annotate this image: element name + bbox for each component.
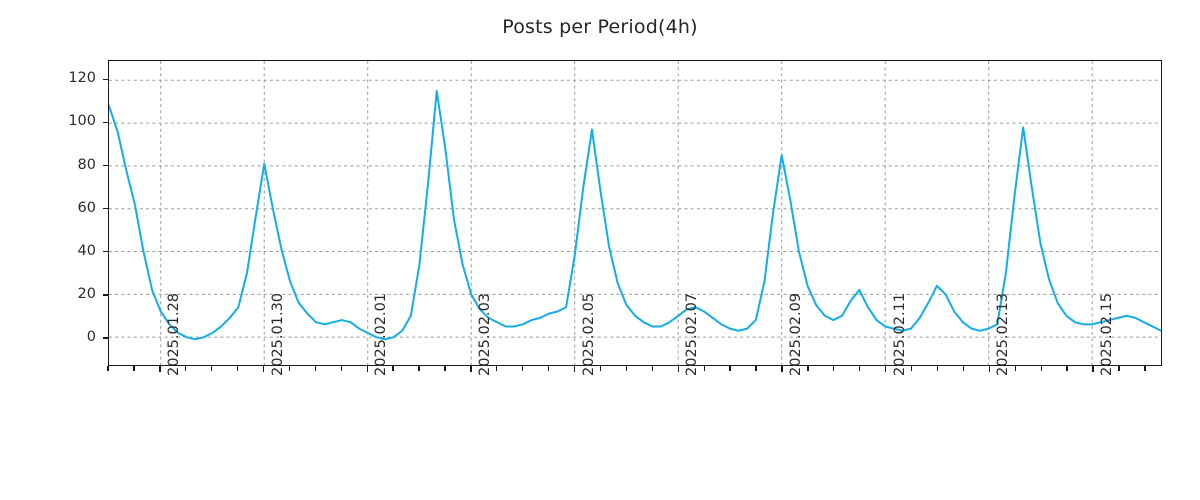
x-tick-mark-minor [729, 366, 731, 371]
x-tick-label: 2025.02.05 [580, 292, 597, 376]
y-tick-label: 0 [86, 328, 96, 345]
x-tick-label: 2025.01.28 [165, 292, 182, 376]
x-tick-mark-minor [1040, 366, 1042, 371]
x-tick-mark-minor [340, 366, 342, 371]
y-tick-mark [103, 208, 108, 210]
x-tick-mark-major [573, 366, 576, 372]
x-tick-mark-minor [599, 366, 602, 371]
x-tick-label: 2025.02.13 [995, 292, 1012, 376]
x-tick-label: 2025.02.01 [373, 292, 390, 376]
y-tick-mark [103, 121, 108, 124]
y-tick-label: 40 [77, 242, 96, 259]
x-tick-label: 2025.01.30 [269, 292, 286, 376]
x-tick-mark-minor [288, 366, 291, 371]
x-tick-mark-minor [522, 366, 524, 371]
x-tick-mark-minor [625, 366, 628, 371]
x-tick-mark-minor [1066, 366, 1068, 371]
x-tick-mark-minor [833, 366, 835, 371]
chart-title: Posts per Period(4h) [502, 16, 698, 38]
x-tick-mark-major [366, 366, 368, 372]
x-tick-mark-major [159, 366, 161, 372]
x-tick-label: 2025.02.07 [684, 292, 701, 376]
x-tick-mark-minor [936, 366, 939, 371]
x-tick-mark-minor [314, 366, 317, 371]
x-tick-mark-major [781, 366, 783, 372]
x-tick-mark-minor [1014, 366, 1016, 371]
x-tick-mark-minor [236, 366, 239, 371]
y-tick-mark [103, 78, 108, 81]
x-tick-mark-minor [651, 366, 653, 371]
x-tick-label: 2025.02.09 [787, 292, 804, 376]
x-tick-mark-minor [703, 366, 705, 371]
x-tick-mark-minor [1144, 366, 1146, 371]
series-line [109, 82, 1161, 354]
x-tick-mark-major [988, 366, 991, 372]
x-tick-mark-major [677, 366, 680, 372]
y-tick-label: 80 [77, 156, 96, 173]
y-tick-label: 120 [68, 70, 96, 87]
x-tick-mark-major [262, 366, 265, 372]
x-tick-mark-major [1092, 366, 1094, 372]
x-tick-mark-minor [962, 366, 965, 371]
x-tick-mark-minor [444, 366, 446, 371]
x-tick-mark-minor [496, 366, 498, 371]
series-posts-per-period [109, 61, 1161, 365]
y-tick-label: 60 [77, 199, 96, 216]
y-tick-mark [103, 294, 108, 296]
plot-area [108, 60, 1162, 366]
x-tick-label: 2025.02.03 [476, 292, 493, 376]
y-tick-mark [103, 164, 108, 167]
grid-layer [109, 61, 1161, 365]
x-tick-mark-minor [1118, 366, 1120, 371]
x-tick-mark-minor [107, 366, 109, 371]
x-tick-mark-minor [185, 366, 187, 371]
x-tick-mark-minor [910, 366, 913, 371]
x-tick-mark-minor [807, 366, 809, 371]
x-tick-mark-major [885, 366, 887, 372]
x-tick-mark-minor [418, 366, 420, 371]
y-tick-label: 20 [77, 285, 96, 302]
x-tick-mark-minor [211, 366, 213, 371]
x-tick-mark-major [470, 366, 472, 372]
x-tick-label: 2025.02.11 [891, 292, 908, 376]
x-tick-mark-minor [859, 366, 861, 371]
y-tick-label: 100 [68, 113, 96, 130]
y-tick-mark [103, 251, 108, 253]
y-tick-mark [103, 337, 108, 339]
x-tick-mark-minor [392, 366, 394, 371]
x-tick-mark-minor [548, 366, 550, 371]
x-tick-mark-minor [755, 366, 757, 371]
x-tick-label: 2025.02.15 [1099, 292, 1116, 376]
x-tick-mark-minor [133, 366, 135, 371]
